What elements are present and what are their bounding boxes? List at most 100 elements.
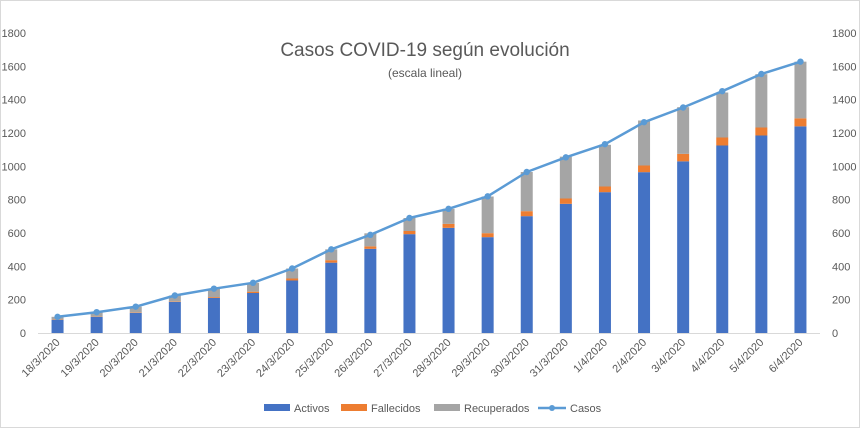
y-tick-left-3: 600 [8,228,26,240]
y-tick-right-5: 1000 [832,161,856,173]
y-tick-left-0: 0 [20,328,26,340]
y-tick-left-1: 200 [8,295,26,307]
x-tick-9: 27/3/2020 [371,337,414,380]
bar-fallecidos-19 [794,118,807,127]
point-casos-0 [54,313,61,321]
point-casos-7 [328,246,335,253]
y-tick-left-8: 1600 [2,61,26,73]
y-tick-left-5: 1000 [2,161,26,173]
point-casos-18 [758,70,765,78]
x-tick-10: 28/3/2020 [411,337,454,380]
bar-fallecidos-9 [403,231,416,235]
y-axis-left: 0 200 400 600 800 1000 1200 1400 1600 1800 [2,28,26,340]
bar-recuperados-10 [442,208,455,224]
y-tick-left-6: 1200 [2,128,26,140]
x-tick-17: 4/4/2020 [689,337,728,376]
bar-recuperados-17 [716,92,729,138]
bar-activos-18 [755,135,768,333]
bar-recuperados-9 [403,218,416,231]
bar-recuperados-14 [598,144,611,187]
bar-activos-11 [481,237,494,333]
point-casos-17 [719,87,726,95]
x-tick-18: 5/4/2020 [728,337,767,376]
x-tick-11: 29/3/2020 [450,337,493,380]
y-tick-left-2: 400 [8,261,26,273]
bar-fallecidos-2 [129,312,142,313]
point-casos-13 [562,154,570,161]
chart-title: Casos COVID-19 según evolución [280,40,569,61]
x-tick-13: 31/3/2020 [528,337,571,380]
bar-recuperados-7 [325,249,338,261]
chart-subtitle: (escala lineal) [388,66,462,80]
bar-fallecidos-13 [559,198,572,204]
x-tick-15: 2/4/2020 [610,337,649,376]
point-casos-12 [523,168,530,176]
legend-marker-casos [549,405,555,411]
x-tick-2: 20/3/2020 [98,337,141,380]
bar-activos-14 [598,192,611,333]
y-tick-right-3: 600 [832,228,850,240]
bar-activos-5 [247,293,260,333]
bar-activos-10 [442,227,455,333]
bar-recuperados-5 [247,282,260,292]
x-tick-14: 1/4/2020 [571,337,610,376]
bar-recuperados-11 [481,196,494,234]
point-casos-8 [367,231,374,239]
bar-activos-12 [520,216,533,333]
y-tick-right-8: 1600 [832,61,856,73]
point-casos-2 [132,303,139,310]
legend: Activos Fallecidos Recuperados Casos [264,403,602,415]
bar-activos-8 [364,248,377,333]
bar-activos-19 [794,126,807,333]
x-tick-0: 18/3/2020 [20,337,63,380]
point-casos-15 [640,118,648,126]
bar-activos-7 [325,262,338,333]
x-tick-6: 24/3/2020 [254,337,297,380]
point-casos-10 [445,205,452,213]
bar-recuperados-15 [638,120,651,166]
point-casos-6 [288,265,296,272]
line-layer [54,58,804,321]
y-tick-left-7: 1400 [2,95,26,107]
y-tick-right-2: 400 [832,261,850,273]
bar-fallecidos-18 [755,127,768,136]
x-tick-7: 25/3/2020 [293,337,336,380]
bar-fallecidos-12 [520,211,533,217]
line-casos [57,60,801,319]
point-casos-19 [797,58,804,65]
y-tick-right-1: 200 [832,295,850,307]
bar-recuperados-19 [794,61,807,119]
point-casos-11 [484,193,491,200]
point-casos-1 [93,308,100,316]
bars-group [51,61,807,333]
point-casos-3 [171,292,179,299]
x-tick-16: 3/4/2020 [650,337,689,376]
bar-fallecidos-5 [247,291,260,293]
bar-fallecidos-7 [325,260,338,263]
bar-recuperados-16 [677,107,690,154]
bar-activos-4 [207,298,220,333]
bar-recuperados-12 [520,172,533,212]
point-casos-16 [679,104,687,111]
y-tick-right-6: 1200 [832,128,856,140]
bar-activos-15 [638,172,651,333]
y-tick-right-9: 1800 [832,28,856,40]
point-casos-9 [406,214,413,222]
bar-recuperados-6 [286,268,299,279]
bar-fallecidos-4 [207,297,220,298]
x-tick-12: 30/3/2020 [489,337,532,380]
legend-label-activos: Activos [294,403,330,415]
bar-fallecidos-6 [286,278,299,281]
bar-activos-16 [677,161,690,333]
y-tick-right-7: 1400 [832,95,856,107]
y-axis-right: 0 200 400 600 800 1000 1200 1400 1600 1800 [832,28,856,340]
y-tick-left-4: 800 [8,195,26,207]
bar-activos-1 [90,317,103,333]
bar-recuperados-4 [207,288,220,298]
bar-fallecidos-15 [638,165,651,173]
legend-swatch-activos [264,404,290,411]
point-casos-4 [210,285,218,292]
legend-swatch-fallecidos [341,404,367,411]
legend-label-recuperados: Recuperados [464,403,530,415]
bar-fallecidos-16 [677,153,690,162]
